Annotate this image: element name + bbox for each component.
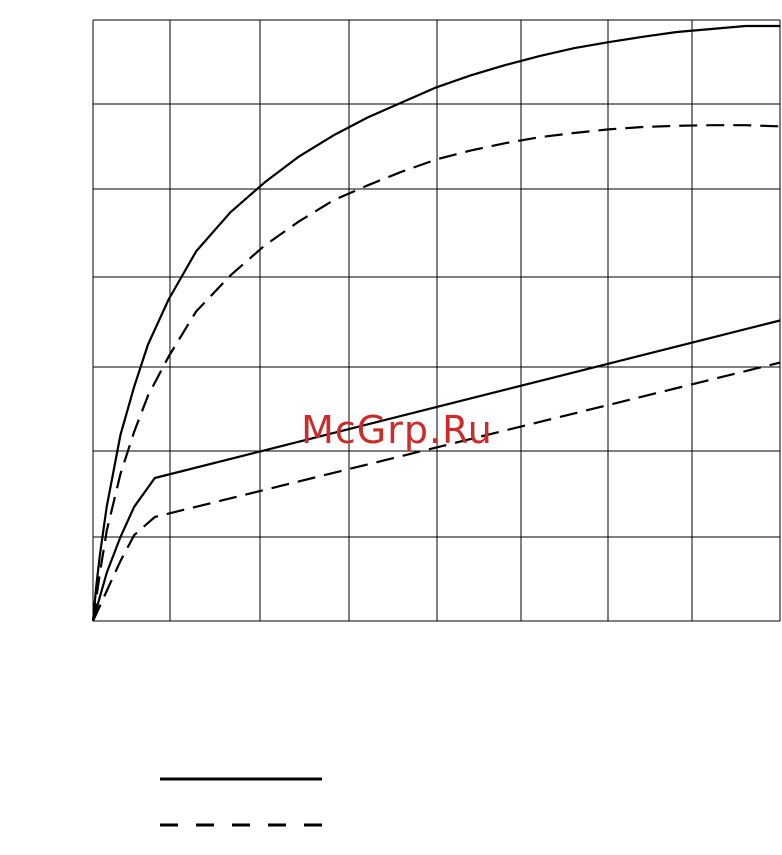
series-group [91,24,781,622]
series-line-3-dashed [91,361,781,622]
series-line-2-solid [91,319,781,622]
series-line-0-solid [91,24,780,622]
watermark-text: McGrp.Ru [301,408,493,452]
series-line-1-dashed [91,124,781,622]
grid [92,19,781,622]
legend [160,777,322,827]
